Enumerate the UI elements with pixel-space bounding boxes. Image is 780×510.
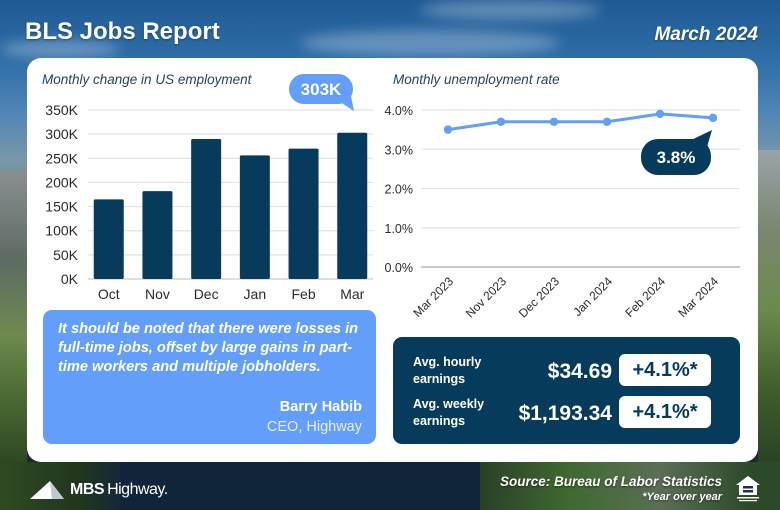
background-cityscape-right (758, 150, 780, 470)
y-tick-label: 150K (45, 199, 78, 215)
y-tick-label: 1.0% (385, 222, 414, 236)
series-line (447, 112, 714, 132)
y-tick-label: 100K (45, 223, 78, 239)
callout-bubble-tail (685, 130, 712, 147)
earnings-value: $1,193.34 (518, 402, 612, 425)
equal-housing-opportunity-icon (736, 476, 760, 502)
data-point (443, 125, 453, 134)
bar (288, 148, 319, 279)
data-point (602, 117, 612, 126)
x-tick-label: Nov 2023 (463, 274, 509, 320)
earnings-label-line2: earnings (413, 372, 466, 386)
callout-bubble: 3.8% (641, 130, 712, 175)
callout-bubble: 303K (289, 74, 354, 111)
earnings-change-badge: +4.1%* (619, 396, 711, 428)
x-tick-label: Dec (194, 286, 219, 302)
earnings-label: Avg. hourly earnings (413, 354, 481, 388)
y-tick-label: 50K (53, 247, 79, 263)
x-tick-label: Nov (145, 286, 170, 302)
x-tick-label: Jan (244, 286, 267, 302)
earnings-label: Avg. weekly earnings (413, 396, 484, 430)
callout-label: 3.8% (657, 148, 696, 167)
source-credit: Source: Bureau of Labor Statistics (499, 474, 722, 489)
y-tick-label: 350K (45, 102, 78, 118)
earnings-row-weekly: Avg. weekly earnings $1,193.34 +4.1%* (393, 396, 740, 440)
y-tick-label: 250K (45, 150, 78, 166)
x-tick-label: Dec 2023 (516, 274, 562, 320)
background-cloud (420, 0, 600, 20)
y-tick-label: 3.0% (385, 143, 414, 157)
background-forest-left (0, 462, 120, 510)
quote-author-role: CEO, Highway (266, 419, 362, 435)
quote-author: Barry Habib (279, 399, 362, 415)
x-tick-label: Feb 2024 (622, 274, 668, 320)
earnings-label-line1: Avg. weekly (413, 397, 485, 411)
x-tick-label: Mar (340, 286, 364, 302)
background-lake (120, 462, 520, 510)
x-tick-label: Feb (291, 286, 315, 302)
earnings-value: $34.69 (547, 360, 612, 383)
background-forest-right (480, 462, 780, 510)
report-date: March 2024 (654, 24, 758, 45)
earnings-box: Avg. hourly earnings $34.69 +4.1%* Avg. … (393, 337, 740, 444)
quote-box: It should be noted that there were losse… (43, 310, 376, 444)
x-tick-label: Mar 2024 (675, 274, 721, 320)
y-tick-label: 4.0% (385, 104, 414, 118)
footnote: *Year over year (642, 491, 722, 503)
mountain-logo-icon (30, 481, 64, 499)
x-tick-label: Mar 2023 (410, 274, 456, 320)
earnings-label-line1: Avg. hourly (413, 355, 482, 369)
callout-bubble-tail (337, 96, 354, 111)
y-tick-label: 0.0% (385, 261, 414, 275)
bar (239, 155, 270, 279)
data-point (708, 113, 718, 123)
y-tick-label: 200K (45, 174, 78, 190)
mbs-highway-logo: MBS Highway. (30, 479, 168, 501)
unemployment-chart-title: Monthly unemployment rate (393, 72, 560, 87)
y-tick-label: 0K (61, 271, 79, 287)
earnings-change-badge: +4.1%* (619, 354, 711, 386)
logo-text-bold: MBS (70, 481, 105, 498)
bar (191, 138, 222, 279)
callout-label: 303K (301, 80, 342, 99)
x-tick-label: Oct (98, 286, 120, 302)
quote-text: It should be noted that there were losse… (58, 321, 359, 375)
logo-text-light: Highway. (107, 481, 168, 498)
data-point (655, 109, 665, 119)
y-tick-label: 2.0% (385, 183, 414, 197)
callout-bubble-body (289, 74, 353, 104)
earnings-label-line2: earnings (413, 414, 466, 428)
background-cloud (0, 40, 120, 58)
y-tick-label: 300K (45, 126, 78, 142)
data-point (496, 117, 506, 126)
x-tick-label: Jan 2024 (570, 274, 615, 319)
callout-bubble-body (641, 139, 711, 175)
background-cityscape-left (0, 170, 27, 470)
earnings-row-hourly: Avg. hourly earnings $34.69 +4.1%* (393, 354, 740, 398)
page-title: BLS Jobs Report (25, 18, 220, 45)
bar (142, 191, 173, 279)
employment-chart-title: Monthly change in US employment (42, 72, 252, 87)
background-cloud (300, 30, 560, 56)
bar (93, 199, 124, 279)
bar (337, 132, 368, 279)
data-point (549, 117, 559, 126)
